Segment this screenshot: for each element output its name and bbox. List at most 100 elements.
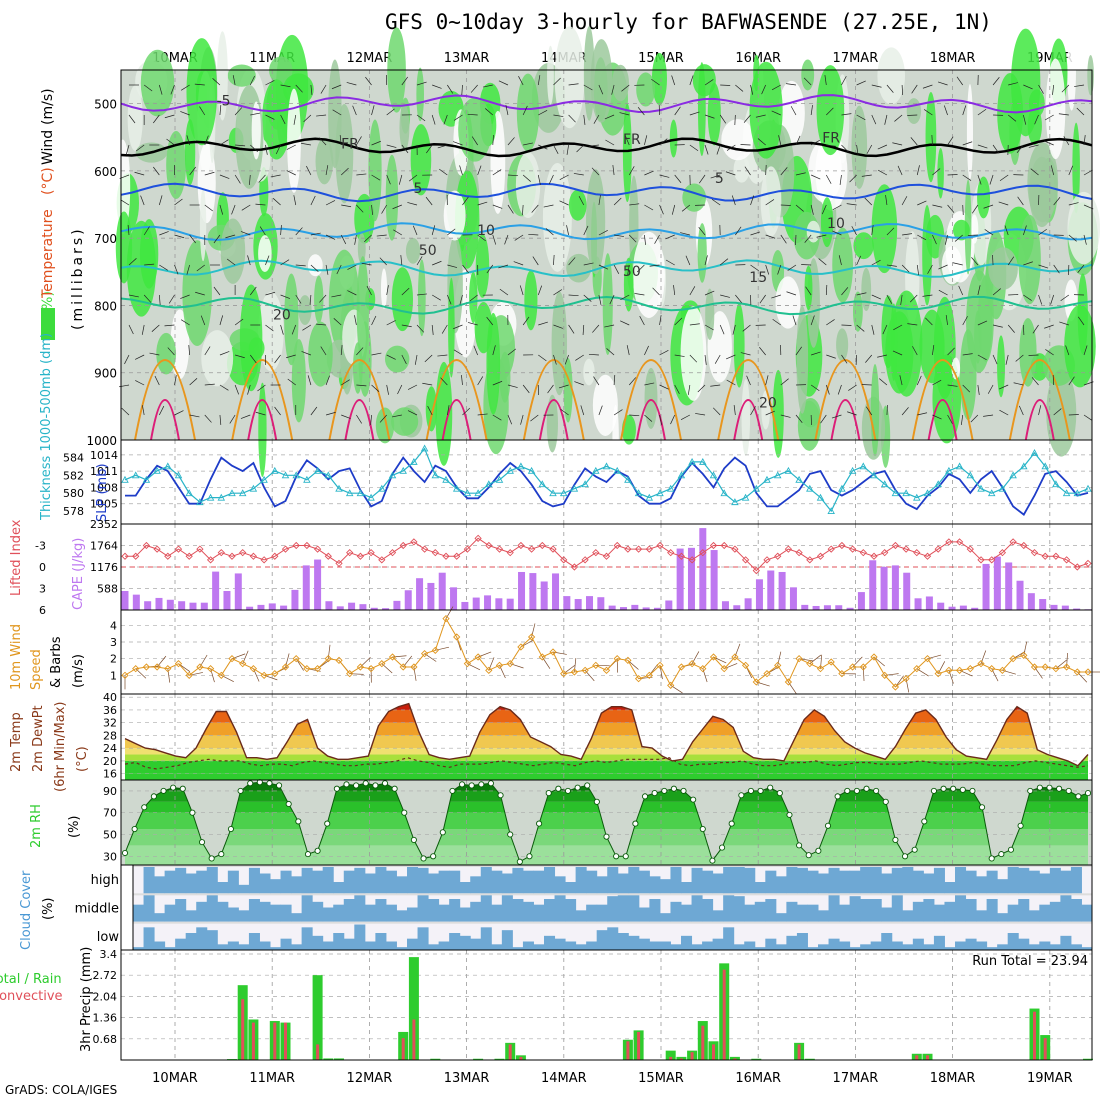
rh-blob [612, 404, 619, 467]
wind-barb [831, 414, 842, 419]
wind-barb [795, 414, 803, 423]
wind-barb [325, 234, 336, 240]
lifted-index-marker [688, 556, 696, 564]
wind-barb [613, 374, 616, 386]
cross-section-legend: RH (%)Temperature(°C)Wind(m/s) [40, 88, 56, 340]
cloud-middle-cell [786, 901, 798, 922]
cape-bar [891, 565, 899, 610]
rh-marker [227, 825, 234, 833]
cape-bar [699, 528, 707, 610]
wind-barb [613, 197, 622, 206]
cape-bar [586, 596, 594, 610]
rh-blob [425, 386, 438, 432]
cloud-low-cell [712, 938, 724, 950]
wind-barb [333, 318, 342, 326]
cloud-high-cell [407, 865, 419, 894]
wind-barb [543, 204, 554, 208]
contour-label: 5 [414, 181, 423, 197]
wind-barb [839, 174, 842, 185]
rh-marker [613, 853, 620, 860]
rh-blob [410, 124, 432, 196]
precip-total-bar [312, 975, 323, 1060]
cloud-middle-cell [596, 904, 608, 922]
wind-barb [841, 287, 849, 296]
rh-blob [568, 189, 587, 221]
cloud-high-cell [470, 876, 482, 894]
wind-barb [665, 259, 675, 266]
cloud-low-cell [227, 941, 239, 950]
rh-marker [824, 822, 832, 829]
wind-speed-marker [955, 666, 964, 674]
wind-speed-marker [988, 665, 996, 673]
lifted-index-marker [752, 566, 760, 575]
cape-bar [619, 607, 627, 610]
wind-barb [1083, 169, 1093, 176]
legend-item: (m/s) [40, 88, 56, 125]
wind-barb [847, 411, 857, 416]
wind-barb [820, 414, 827, 424]
cloud-middle-cell [333, 904, 345, 922]
wind-barb [1023, 225, 1027, 236]
rh-blob [115, 139, 131, 235]
cloud-low-cell [638, 938, 650, 950]
wind-barb [960, 414, 964, 425]
wind-barb [932, 234, 937, 245]
thickness-marker [731, 498, 739, 506]
thickness-marker [131, 471, 140, 479]
cape-bar [506, 598, 514, 610]
wind-barb [841, 324, 852, 326]
isotherm [425, 359, 488, 441]
cloud-low-cell [459, 935, 471, 950]
wind-barb [180, 294, 190, 299]
wind-speed-marker [645, 671, 653, 679]
wind-barb [654, 234, 660, 244]
cloud-high-cell [333, 882, 345, 894]
cape-bar [438, 572, 446, 610]
cape-bar [744, 598, 752, 610]
rh-marker [930, 787, 937, 794]
cape-bar [461, 601, 469, 610]
cloud-low-cell [333, 933, 345, 950]
wind-barb [765, 375, 769, 386]
wind-speed-marker [228, 655, 236, 663]
wind-barb [637, 107, 645, 116]
wind-barb [128, 258, 137, 266]
rh-blob [448, 277, 455, 378]
wind-barb [505, 105, 509, 116]
pressure-axis-title: (millibars) [70, 226, 86, 330]
wind-tick-label: 2 [110, 653, 117, 666]
wind-barb [856, 144, 859, 155]
wind-barb [471, 136, 478, 146]
rh-marker [160, 787, 167, 794]
rh-marker [719, 844, 726, 851]
wind-barb [168, 294, 175, 304]
wind-barb [1007, 114, 1017, 122]
wind-barb [270, 174, 281, 178]
rh-marker [776, 790, 783, 797]
rh-marker [815, 847, 822, 854]
wind-barb [792, 315, 797, 326]
wind-barb [841, 354, 848, 364]
cloud-middle-cell [396, 910, 408, 922]
cloud-middle-cell [417, 893, 429, 922]
rh-blob [1067, 191, 1100, 265]
wind-barb [295, 84, 303, 93]
cape-bar [121, 590, 129, 610]
rh-marker [786, 811, 793, 818]
wind-barb [765, 264, 770, 275]
wind-speed-marker [827, 658, 835, 666]
cape-bar [314, 559, 322, 610]
wind-barb [992, 254, 994, 266]
wind-barb [149, 352, 160, 356]
thickness-marker [281, 471, 290, 479]
wind-barb [553, 254, 555, 266]
isotherm [120, 182, 1093, 203]
rh-blob [258, 291, 284, 372]
wind-barb [765, 199, 775, 206]
lifted-index-marker [859, 549, 867, 557]
wind-barb [507, 348, 517, 356]
thickness-tick-label: 578 [63, 505, 84, 518]
rh-marker [516, 858, 523, 865]
wind-barb [356, 204, 364, 213]
wind-barb [628, 234, 637, 243]
